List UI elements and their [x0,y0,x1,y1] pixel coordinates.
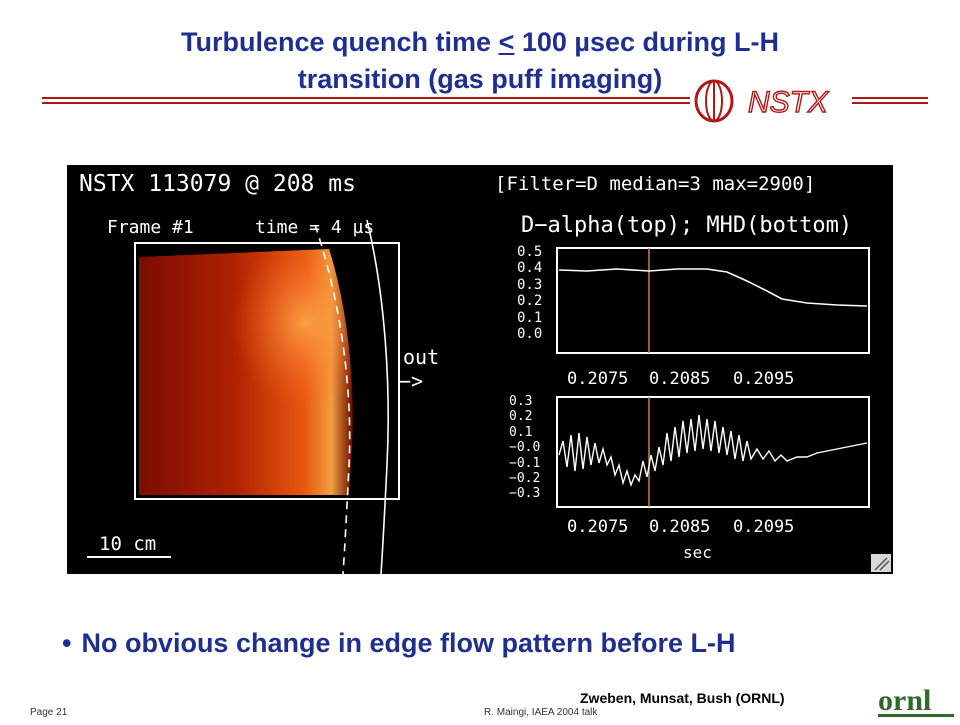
resize-grip-icon [871,554,891,572]
mhd-x-tick-1: 0.2075 [567,517,629,537]
y-tick-label: 0.4 [517,260,543,277]
y-tick-label: 0.3 [509,394,533,409]
dalpha-x-tick-1: 0.2075 [567,369,629,389]
y-tick-label: 0.1 [509,424,533,440]
gpi-hot-region [139,249,353,495]
title-text-part: 100 µsec during L-H [514,27,779,57]
out-arrow: −> [399,369,424,393]
y-tick-label: 0.5 [517,244,543,260]
y-tick-label: −0.3 [509,486,541,502]
footer-page-number: Page 21 [30,707,68,718]
slide-title-line2: transition (gas puff imaging) [297,64,663,94]
y-tick-label: 0.2 [509,409,533,425]
dalpha-x-tick-3: 0.2095 [733,369,795,389]
mhd-x-tick-2: 0.2085 [649,517,711,537]
mhd-trace [558,414,868,488]
y-tick-label: 0.0 [517,326,543,343]
logo-rule-bottom [852,102,928,104]
ornl-logo: ornl [876,684,958,720]
figure-header-right: [Filter=D median=3 max=2900] [495,173,816,195]
scale-label: 10 cm [99,533,157,555]
ornl-logo-text: ornl [878,684,931,717]
y-tick-label: 0.2 [517,293,543,310]
dalpha-y-ticks: 0.5 0.4 0.3 0.2 0.1 0.0 [517,244,542,342]
logo-rule-top [852,97,928,99]
title-text-part: Turbulence quench time [181,27,499,57]
dalpha-plot-frame [556,247,870,354]
time-label: time = 4 µs [255,217,375,238]
footer-author: R. Maingi, IAEA 2004 talk [484,707,598,718]
plot-title: D−alpha(top); MHD(bottom) [521,213,853,238]
separatrix-dashed-line [314,224,351,574]
slide-title-line1: Turbulence quench time < 100 µsec during… [60,24,900,61]
slide-title: Turbulence quench time < 100 µsec during… [60,24,900,98]
y-tick-label: −0.0 [509,440,541,456]
gpi-figure: NSTX 113079 @ 208 ms [Filter=D median=3 … [67,165,893,574]
y-tick-label: 0.3 [517,276,543,293]
bullet-text: No obvious change in edge flow pattern b… [81,628,736,658]
x-axis-label: sec [683,543,712,562]
nstx-logo: NSTX [688,78,848,124]
limiter-shadow-line [366,219,389,574]
mhd-plot-frame [556,396,870,508]
mhd-x-tick-3: 0.2095 [733,517,795,537]
y-tick-label: 0.1 [517,309,543,326]
bullet-marker: • [62,628,72,658]
mhd-y-ticks: 0.3 0.2 0.1 −0.0 −0.1 −0.2 −0.3 [509,394,540,502]
title-rule-bottom [42,102,690,104]
ornl-logo-icon: ornl [878,684,954,717]
figure-credit: Zweben, Munsat, Bush (ORNL) [580,690,785,706]
y-tick-label: −0.2 [509,471,541,487]
gpi-figure-graphics [87,219,891,574]
figure-header-left: NSTX 113079 @ 208 ms [79,171,356,197]
title-lt-symbol: < [498,27,515,57]
title-rule-top [42,97,690,99]
bullet-point: • No obvious change in edge flow pattern … [62,628,736,659]
nstx-logo-text: NSTX [748,86,829,119]
frame-label: Frame #1 [107,217,194,238]
dalpha-x-tick-2: 0.2085 [649,369,711,389]
out-label: out [403,345,440,369]
dalpha-trace [558,268,868,307]
nstx-logo-icon: NSTX [694,79,830,123]
y-tick-label: −0.1 [509,455,541,471]
gpi-frame-box [134,242,400,500]
